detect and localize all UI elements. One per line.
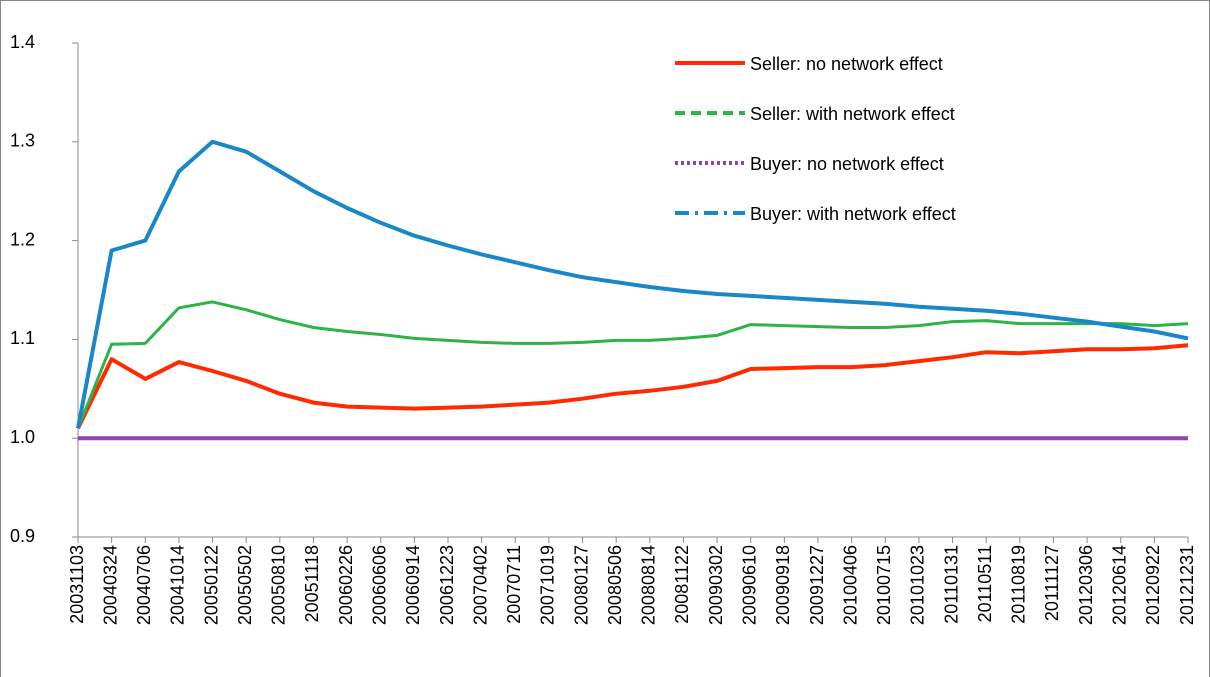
legend-label: Buyer: with network effect — [750, 204, 956, 224]
x-tick-label: 20051118 — [302, 545, 322, 622]
legend-label: Buyer: no network effect — [750, 154, 944, 174]
y-tick-label: 0.9 — [10, 526, 35, 546]
x-tick-label: 20080814 — [639, 545, 659, 625]
series-line — [76, 343, 1189, 430]
x-tick-label: 20110131 — [941, 545, 961, 624]
x-tick-label: 20040706 — [134, 545, 154, 625]
x-tick-label: 20080127 — [571, 545, 591, 625]
x-tick-label: 20050502 — [235, 545, 255, 625]
x-tick-label: 20120614 — [1109, 545, 1129, 625]
y-tick-label: 1.3 — [10, 131, 35, 151]
x-tick-label: 20050122 — [201, 545, 221, 625]
x-tick-label: 20070711 — [504, 545, 524, 624]
x-tick-label: 20120922 — [1143, 545, 1163, 625]
x-tick-label: 20060226 — [336, 545, 356, 625]
x-tick-label: 20041014 — [168, 545, 188, 625]
x-tick-label: 20111127 — [1042, 545, 1062, 621]
y-tick-label: 1.4 — [10, 32, 35, 52]
x-tick-label: 20100715 — [874, 545, 894, 625]
x-tick-label: 20100406 — [840, 545, 860, 625]
x-tick-label: 20101023 — [908, 545, 928, 625]
x-tick-label: 20080506 — [605, 545, 625, 625]
x-tick-label: 20060914 — [403, 545, 423, 625]
x-tick-label: 20071019 — [538, 545, 558, 625]
x-tick-label: 20090610 — [739, 545, 759, 625]
x-tick-label: 20061223 — [437, 545, 457, 625]
x-tick-label: 20121231 — [1177, 545, 1197, 625]
x-tick-label: 20120306 — [1076, 545, 1096, 625]
x-tick-label: 20040324 — [100, 545, 120, 625]
y-tick-label: 1.0 — [10, 427, 35, 447]
series-line — [76, 300, 1189, 429]
x-tick-label: 20110511 — [975, 545, 995, 622]
x-tick-label: 20031103 — [67, 545, 87, 624]
y-tick-label: 1.1 — [10, 328, 35, 348]
y-tick-label: 1.2 — [10, 229, 35, 249]
x-tick-label: 20060606 — [369, 545, 389, 625]
x-tick-label: 20081122 — [672, 545, 692, 624]
legend-label: Seller: with network effect — [750, 104, 955, 124]
x-tick-label: 20090302 — [706, 545, 726, 625]
x-tick-label: 20091227 — [807, 545, 827, 625]
series-line — [76, 139, 1189, 429]
x-tick-label: 20090918 — [773, 545, 793, 625]
x-tick-label: 20050810 — [269, 545, 289, 625]
legend-label: Seller: no network effect — [750, 54, 943, 74]
x-tick-label: 20070402 — [470, 545, 490, 625]
x-tick-label: 20110819 — [1009, 545, 1029, 624]
